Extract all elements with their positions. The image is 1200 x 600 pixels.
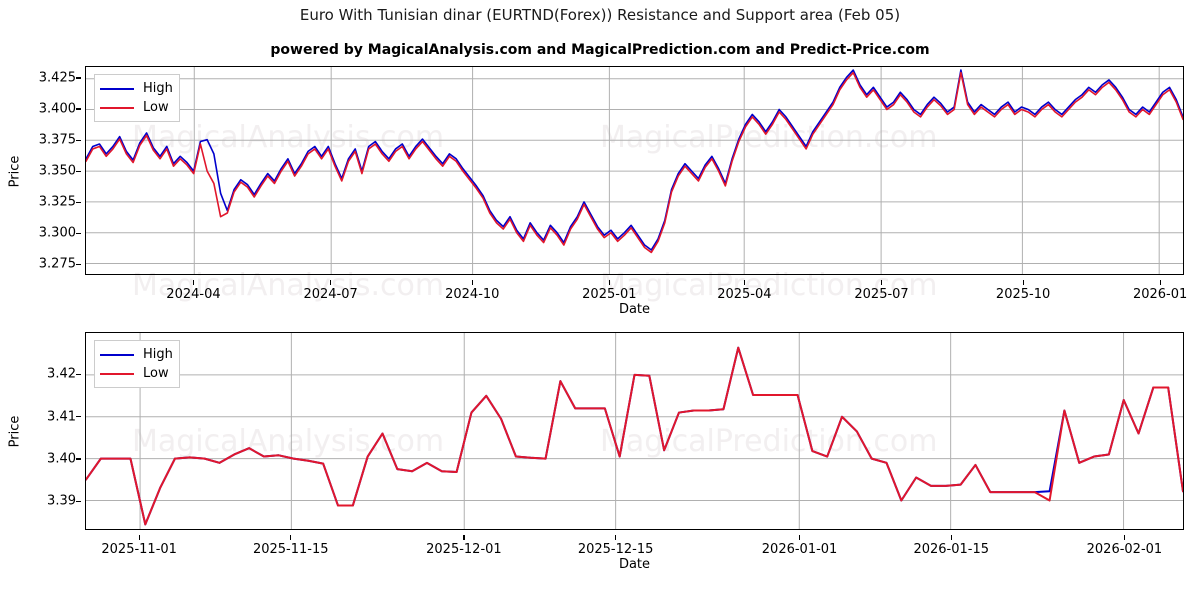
x-tick-label: 2025-11-15 <box>252 542 329 557</box>
y-tick-mark <box>76 416 81 418</box>
legend-swatch-low <box>100 372 134 375</box>
x-tick-label: 2025-12-01 <box>426 542 502 557</box>
series-line-low <box>86 348 1183 525</box>
plot-lines-top <box>86 67 1183 274</box>
y-tick-mark <box>76 170 81 172</box>
x-tick-mark <box>614 535 617 540</box>
x-tick-label: 2024-10 <box>445 287 500 302</box>
y-tick-mark <box>76 458 81 460</box>
y-tick-mark <box>76 139 81 141</box>
x-tick-label: 2026-01 <box>1132 287 1188 302</box>
plot-area-top <box>85 66 1184 275</box>
legend-top: High Low <box>94 74 180 122</box>
plot-area-bottom <box>85 332 1184 530</box>
y-tick-label: 3.425 <box>38 70 76 86</box>
x-axis-label-top: Date <box>618 302 651 317</box>
page-subtitle: powered by MagicalAnalysis.com and Magic… <box>270 42 930 58</box>
legend-label-high: High <box>143 347 173 362</box>
x-tick-label: 2024-07 <box>303 287 358 302</box>
x-tick-mark <box>798 535 801 540</box>
x-tick-mark <box>608 280 610 285</box>
x-tick-label: 2024-04 <box>166 287 221 302</box>
y-tick-mark <box>76 500 81 502</box>
y-axis-label-top: Price <box>7 155 23 188</box>
x-tick-label: 2026-02-01 <box>1086 542 1163 557</box>
x-tick-label: 2025-07 <box>854 287 909 302</box>
x-tick-mark <box>192 280 195 285</box>
y-tick-label: 3.42 <box>47 366 76 382</box>
legend-swatch-high <box>100 87 134 90</box>
x-tick-label: 2025-10 <box>995 287 1051 302</box>
legend-label-low: Low <box>143 100 169 115</box>
y-axis-ticks-top: 3.275 3.300 3.325 3.350 3.375 3.400 3.425 <box>14 66 81 275</box>
page-title: Euro With Tunisian dinar (EURTND(Forex))… <box>299 6 901 24</box>
x-tick-label: 2025-01 <box>582 287 637 302</box>
x-tick-mark <box>330 280 332 285</box>
y-tick-mark <box>76 77 81 79</box>
y-tick-label: 3.41 <box>47 409 76 425</box>
x-tick-mark <box>743 280 745 285</box>
legend-swatch-low <box>100 106 134 109</box>
y-axis-label-bottom: Price <box>7 415 23 448</box>
legend-label-high: High <box>143 81 173 96</box>
x-tick-label: 2025-12-15 <box>577 542 654 557</box>
x-tick-mark <box>290 535 292 540</box>
y-tick-label: 3.275 <box>38 256 76 272</box>
legend-bottom: High Low <box>94 340 180 388</box>
series-line-high <box>86 70 1183 250</box>
x-tick-mark <box>471 280 473 285</box>
y-tick-mark <box>76 108 81 110</box>
y-tick-label: 3.40 <box>47 451 76 467</box>
x-tick-mark <box>1022 280 1024 285</box>
legend-label-low: Low <box>143 366 169 381</box>
y-tick-label: 3.350 <box>38 163 76 179</box>
x-tick-mark <box>950 535 952 540</box>
x-tick-mark <box>1123 535 1126 540</box>
y-tick-mark <box>76 201 81 203</box>
x-tick-mark <box>463 535 465 540</box>
legend-swatch-high <box>100 353 134 356</box>
x-tick-mark <box>1159 280 1161 285</box>
y-axis-ticks-bottom: 3.39 3.40 3.41 3.42 <box>14 332 81 530</box>
legend-row-high-top: High <box>100 79 173 98</box>
y-tick-label: 3.325 <box>38 194 76 210</box>
x-axis-ticks-bottom: 2025-11-01 2025-11-15 2025-12-01 2025-12-15… <box>85 535 1184 557</box>
y-tick-label: 3.375 <box>38 132 76 148</box>
legend-row-high-bottom: High <box>100 345 173 364</box>
x-tick-label: 2025-04 <box>717 287 772 302</box>
legend-row-low-bottom: Low <box>100 364 173 383</box>
y-tick-mark <box>76 263 81 266</box>
y-tick-label: 3.300 <box>38 225 76 241</box>
x-tick-label: 2025-11-01 <box>101 542 177 557</box>
y-tick-mark <box>76 232 81 234</box>
legend-row-low-top: Low <box>100 98 173 117</box>
x-axis-ticks-top: 2024-04 2024-07 2024-10 2025-01 2025-04 2025-… <box>85 280 1188 302</box>
y-tick-label: 3.400 <box>38 101 76 117</box>
y-tick-label: 3.39 <box>47 493 76 509</box>
x-tick-label: 2026-01-15 <box>913 542 989 557</box>
x-axis-label-bottom: Date <box>618 557 651 572</box>
series-line-low <box>86 73 1183 253</box>
y-tick-mark <box>76 373 81 375</box>
plot-lines-bottom <box>86 333 1183 529</box>
x-tick-mark <box>138 535 140 540</box>
x-tick-label: 2026-01-01 <box>761 542 838 557</box>
x-tick-mark <box>880 280 883 285</box>
